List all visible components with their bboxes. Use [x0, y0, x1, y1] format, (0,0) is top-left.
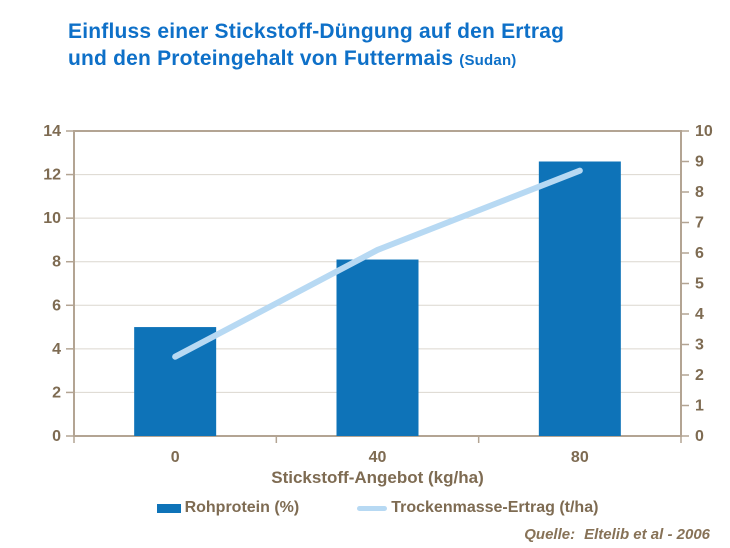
right-axis-tick-label: 2 — [695, 367, 704, 384]
right-axis-tick-label: 10 — [695, 123, 713, 140]
left-axis-tick-label: 2 — [52, 384, 61, 401]
bar-40 — [336, 259, 419, 436]
source-label: Quelle: — [524, 526, 576, 543]
x-category-label: 80 — [571, 449, 589, 466]
line-swatch-icon — [357, 505, 388, 511]
x-category-label: 0 — [171, 449, 180, 466]
right-axis-tick-label: 1 — [695, 398, 704, 415]
right-axis-tick-label: 8 — [695, 184, 704, 201]
left-axis-tick-label: 6 — [52, 297, 61, 314]
left-axis-tick-label: 0 — [52, 428, 61, 445]
legend-item-rohprotein: Rohprotein (%) — [156, 499, 300, 517]
right-axis-tick-label: 4 — [695, 306, 704, 323]
right-axis-tick-label: 0 — [695, 428, 704, 445]
left-axis-tick-label: 4 — [52, 341, 61, 358]
right-axis-tick-label: 3 — [695, 337, 704, 354]
source-value: Eltelib et al - 2006 — [584, 526, 710, 543]
legend-label-trockenmasse: Trockenmasse-Ertrag (t/ha) — [391, 499, 599, 516]
left-axis-tick-label: 8 — [52, 254, 61, 271]
trockenmasse-line — [172, 167, 583, 360]
chart-title-suffix: (Sudan) — [459, 52, 517, 69]
source-credit: Quelle: Eltelib et al - 2006 — [524, 526, 710, 543]
legend-item-trockenmasse: Trockenmasse-Ertrag (t/ha) — [357, 499, 598, 517]
bar-swatch-icon — [156, 503, 181, 513]
x-axis-title: Stickstoff-Angebot (kg/ha) — [271, 468, 484, 487]
chart-title: Einfluss einer Stickstoff-Düngung auf de… — [68, 18, 564, 74]
chart-title-line2: und den Proteingehalt von Futtermais (Su… — [68, 47, 517, 70]
right-axis-tick-label: 7 — [695, 215, 704, 232]
left-axis-tick-label: 10 — [43, 210, 61, 227]
right-axis-tick-label: 6 — [695, 245, 704, 262]
x-category-label: 40 — [369, 449, 387, 466]
right-axis-tick-label: 5 — [695, 276, 704, 293]
chart-title-line1: Einfluss einer Stickstoff-Düngung auf de… — [68, 20, 565, 43]
left-axis-tick-label: 14 — [43, 123, 61, 140]
bar-80 — [538, 161, 621, 436]
right-axis-tick-label: 9 — [695, 154, 704, 171]
left-axis-tick-label: 12 — [43, 167, 61, 184]
chart-legend: Rohprotein (%) Trockenmasse-Ertrag (t/ha… — [74, 499, 681, 517]
legend-label-rohprotein: Rohprotein (%) — [184, 499, 300, 516]
